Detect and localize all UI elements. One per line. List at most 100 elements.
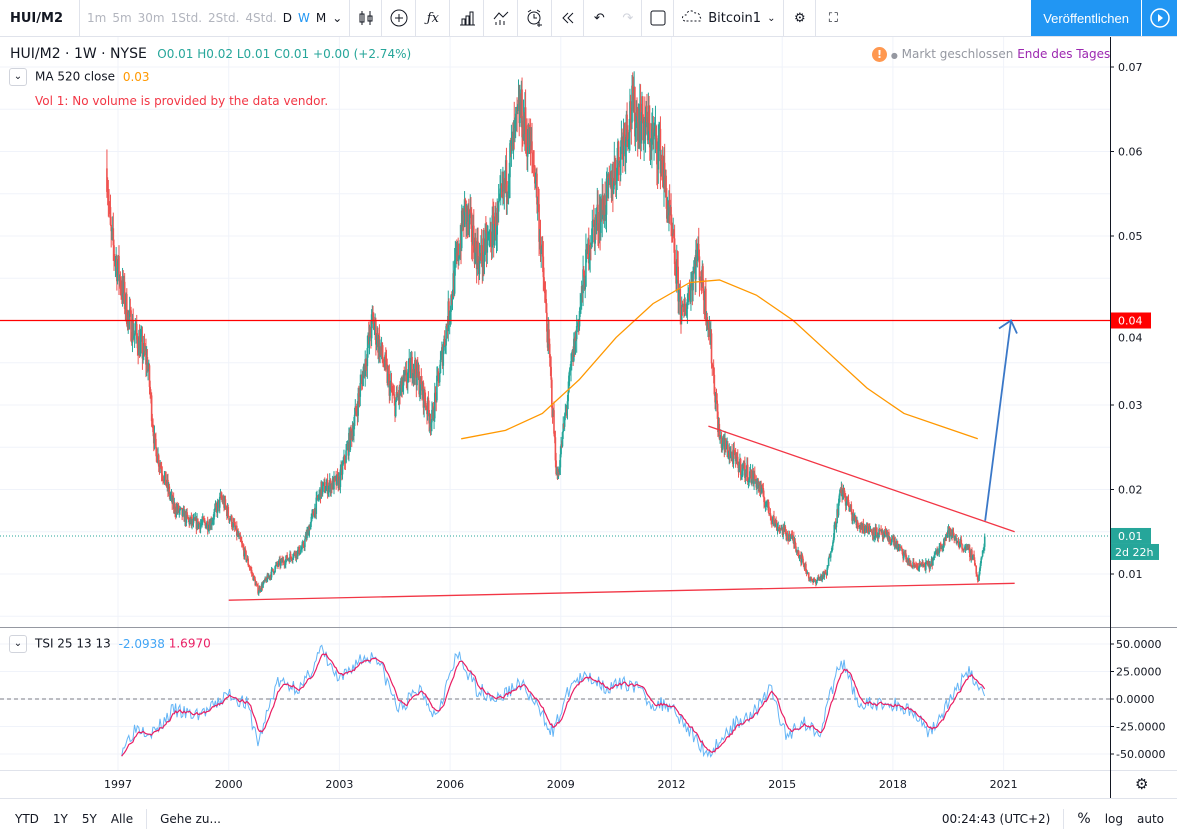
gear-icon[interactable]: ⚙ — [784, 0, 817, 36]
candle-body — [494, 212, 497, 240]
candle-body — [720, 436, 723, 448]
candle — [714, 392, 717, 412]
candles-icon[interactable] — [350, 0, 383, 36]
candle — [198, 521, 200, 524]
candle-body — [163, 475, 166, 482]
candle — [973, 550, 975, 561]
candle-body — [942, 543, 945, 547]
candle-body — [574, 331, 577, 355]
interval-30m[interactable]: 30m — [137, 11, 165, 25]
candle-body — [553, 433, 556, 438]
candle-body — [575, 326, 578, 340]
fullscreen-layout-icon[interactable] — [642, 0, 675, 36]
candle-body — [854, 515, 857, 521]
candle-body — [341, 464, 344, 475]
clock[interactable]: 00:24:43 (UTC+2) — [941, 811, 1051, 826]
symbol-title: HUI/M2 · 1W · NYSE — [10, 46, 147, 62]
candle-body — [839, 489, 841, 496]
log-toggle[interactable]: log — [1104, 811, 1123, 826]
candle-body — [123, 281, 126, 309]
candle — [876, 527, 878, 539]
redo-icon[interactable]: ↷ — [614, 0, 643, 36]
candle — [702, 263, 704, 294]
candle-body — [715, 398, 718, 401]
warning-icon[interactable]: ! — [872, 47, 887, 62]
candle — [428, 400, 430, 432]
candle — [660, 149, 662, 177]
templates-icon[interactable] — [450, 0, 485, 36]
candle-body — [531, 153, 534, 161]
compare-icon[interactable] — [382, 0, 417, 36]
candle-body — [932, 557, 935, 560]
candle-body — [923, 564, 926, 566]
candle-body — [266, 574, 269, 582]
range-all[interactable]: Alle — [110, 811, 134, 826]
candle-body — [539, 236, 542, 255]
percent-toggle[interactable]: % — [1077, 810, 1091, 827]
interval-4h[interactable]: 4Std. — [245, 11, 277, 25]
candle-body — [385, 354, 387, 361]
layout-button[interactable]: Bitcoin1 ⌄ — [674, 0, 785, 36]
candle-body — [247, 558, 249, 565]
candle-body — [512, 123, 515, 151]
interval-d[interactable]: D — [282, 11, 293, 25]
range-ytd[interactable]: YTD — [15, 811, 39, 826]
fullscreen-icon[interactable]: ⛶ — [828, 10, 838, 26]
candle — [749, 466, 751, 483]
candle-body — [629, 101, 632, 119]
goto-button[interactable]: Gehe zu... — [160, 811, 221, 826]
interval-m[interactable]: M — [315, 11, 327, 25]
candle-body — [696, 250, 699, 262]
candle-body — [868, 526, 871, 531]
candle — [626, 125, 629, 151]
candle-body — [440, 352, 442, 360]
collapse-toggle[interactable]: ⌄ — [9, 68, 27, 86]
candle — [910, 564, 913, 568]
candle-body — [865, 528, 868, 530]
undo-icon[interactable]: ↶ — [593, 10, 605, 26]
play-icon[interactable] — [1141, 0, 1177, 36]
chevron-down-icon[interactable]: ⌄ — [332, 11, 343, 25]
candle — [966, 544, 968, 551]
candle-body — [917, 567, 920, 570]
candle — [179, 505, 181, 515]
chart-canvas[interactable]: 0.07 0.06 0.05 0.04 0.03 0.02 0.01 50.0000 25.00… — [0, 37, 1177, 798]
candle — [585, 233, 587, 288]
candle-body — [765, 504, 767, 506]
ideas-icon[interactable] — [484, 0, 519, 36]
publish-button[interactable]: Veröffentlichen — [1031, 0, 1141, 36]
candle-body — [342, 461, 345, 465]
tsi-tick-label: -25.0000 — [1116, 721, 1165, 734]
interval-5m[interactable]: 5m — [112, 11, 132, 25]
candle-body — [910, 563, 912, 566]
time-tick-label: 2012 — [658, 778, 686, 791]
gear-icon[interactable]: ⚙ — [1135, 775, 1148, 793]
replay-icon[interactable] — [552, 0, 585, 36]
alert-icon[interactable] — [518, 0, 553, 36]
interval-1m[interactable]: 1m — [87, 11, 107, 25]
auto-toggle[interactable]: auto — [1136, 811, 1164, 826]
indicators-icon[interactable]: ƒx — [416, 0, 451, 36]
candle-body — [532, 160, 535, 167]
collapse-toggle[interactable]: ⌄ — [9, 635, 27, 653]
symbol-search[interactable]: HUI/M2 — [0, 0, 80, 36]
interval-2h[interactable]: 2Std. — [208, 11, 240, 25]
candle — [827, 557, 830, 567]
time-tick-label: 2018 — [879, 778, 907, 791]
candle-body — [763, 502, 766, 508]
range-5y[interactable]: 5Y — [81, 811, 97, 826]
range-1y[interactable]: 1Y — [52, 811, 68, 826]
candle-body — [299, 553, 301, 555]
candle-body — [695, 249, 697, 280]
candle-body — [832, 537, 835, 543]
interval-1h[interactable]: 1Std. — [170, 11, 203, 25]
candle-body — [876, 527, 878, 538]
candle-body — [929, 564, 931, 569]
candle — [831, 545, 833, 553]
price-tick-label: 0.07 — [1118, 61, 1143, 74]
candle-body — [274, 566, 276, 572]
candle-body — [402, 385, 404, 392]
candle-body — [607, 174, 610, 185]
interval-w[interactable]: W — [298, 11, 310, 25]
candle — [141, 326, 144, 370]
